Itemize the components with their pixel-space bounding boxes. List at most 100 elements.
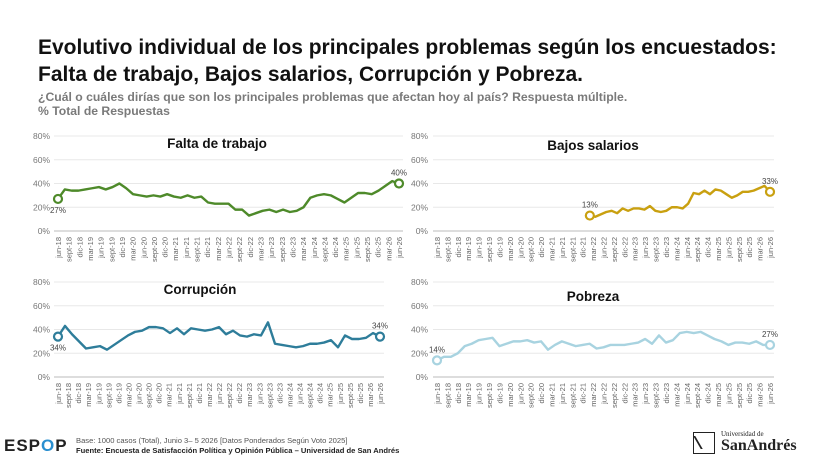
chart-falta-de-trabajo: 0%20%40%60%80%jun-18 sept-18 dic-18 mar-19 j… [33,131,407,262]
x-tick-label: sept-22 [610,383,619,408]
x-tick-label: sept-22 [235,237,244,262]
x-tick-label: dic-20 [537,383,546,403]
series-line [589,184,771,218]
x-tick-label: jun-25 [352,237,361,259]
y-tick-label: 0% [38,226,51,236]
page-title: Evolutivo individual de los principales … [38,34,777,88]
x-tick-label: jun-18 [433,383,442,405]
x-tick-label: sept-25 [735,237,744,262]
x-tick-label: jun-22 [600,383,609,405]
x-tick-label: dic-20 [155,383,164,403]
y-tick-label: 20% [411,348,428,358]
y-tick-label: 80% [33,277,50,287]
x-tick-label: dic-24 [704,383,713,403]
x-tick-label: jun-19 [94,383,103,405]
chart-pobreza: 0%20%40%60%80%jun-18 sept-18 dic-18 mar-19 j… [411,277,778,408]
x-tick-label: mar-24 [672,237,681,261]
series-line [57,179,400,217]
x-tick-label: mar-26 [366,383,375,407]
x-tick-label: dic-18 [454,237,463,257]
x-tick-label: sept-25 [346,383,355,408]
x-tick-label: mar-22 [589,237,598,261]
last-value-label: 40% [391,169,407,178]
footer-source-note: Fuente: Encuesta de Satisfacción Polític… [76,446,400,455]
last-value-label: 33% [762,177,778,186]
x-tick-label: dic-22 [620,383,629,403]
x-tick-label: jun-26 [376,383,385,405]
y-tick-label: 60% [33,155,50,165]
first-point-marker [584,210,595,221]
x-tick-label: sept-23 [652,383,661,408]
x-tick-label: mar-19 [464,383,473,407]
x-tick-label: sept-20 [527,237,536,262]
first-value-label: 13% [582,201,598,210]
x-tick-label: jun-22 [225,237,234,259]
y-tick-label: 20% [33,202,50,212]
x-tick-label: jun-24 [683,237,692,259]
chart-bajos-salarios: 0%20%40%60%80%jun-18 sept-18 dic-18 mar-19 j… [411,131,778,262]
x-tick-label: sept-25 [735,383,744,408]
last-value-label: 34% [372,322,388,331]
x-tick-label: mar-23 [631,237,640,261]
x-tick-label: dic-21 [579,383,588,403]
x-tick-label: dic-23 [288,237,297,257]
x-tick-label: jun-26 [766,237,775,259]
x-tick-label: jun-20 [135,383,144,405]
y-tick-label: 40% [33,179,50,189]
y-tick-label: 0% [416,372,429,382]
x-tick-label: sept-18 [65,237,74,262]
x-tick-label: jun-24 [683,383,692,405]
x-tick-label: dic-24 [316,383,325,403]
last-value-label: 27% [762,330,778,339]
series-line [436,330,770,362]
x-tick-label: mar-20 [129,237,138,261]
y-tick-label: 80% [33,131,50,141]
x-tick-label: jun-19 [97,237,106,259]
x-tick-label: dic-23 [275,383,284,403]
x-tick-label: mar-19 [84,383,93,407]
x-tick-label: dic-23 [662,383,671,403]
y-tick-label: 0% [416,226,429,236]
last-point-marker [374,331,386,342]
x-tick-label: jun-25 [336,383,345,405]
x-tick-label: sept-23 [278,237,287,262]
x-tick-label: dic-19 [495,383,504,403]
x-tick-label: mar-24 [299,237,308,261]
x-tick-label: dic-25 [356,383,365,403]
x-tick-label: mar-23 [256,237,265,261]
y-tick-label: 20% [411,202,428,212]
x-tick-label: mar-20 [506,383,515,407]
x-tick-label: sept-25 [363,237,372,262]
chart-title: Pobreza [567,289,620,304]
x-tick-label: dic-18 [75,237,84,257]
x-tick-label: jun-21 [175,383,184,405]
x-tick-label: jun-24 [296,383,305,405]
x-tick-label: jun-18 [54,383,63,405]
x-tick-label: dic-21 [579,237,588,257]
y-tick-label: 60% [411,155,428,165]
measure-subtitle: % Total de Respuestas [38,104,170,118]
first-value-label: 34% [50,344,66,353]
last-point-marker [764,186,776,197]
x-tick-label: jun-26 [395,237,404,259]
x-tick-label: sept-18 [64,383,73,408]
x-tick-label: dic-19 [114,383,123,403]
x-tick-label: mar-21 [547,237,556,261]
first-value-label: 14% [429,345,445,354]
y-tick-label: 60% [33,301,50,311]
x-tick-label: sept-19 [485,383,494,408]
x-tick-label: jun-23 [255,383,264,405]
x-tick-label: jun-21 [182,237,191,259]
y-tick-label: 40% [411,325,428,335]
y-tick-label: 0% [38,372,51,382]
x-tick-label: sept-24 [306,383,315,408]
x-tick-label: jun-20 [516,237,525,259]
last-point-marker [764,339,776,351]
x-tick-label: dic-24 [331,237,340,257]
x-tick-label: mar-21 [171,237,180,261]
x-tick-label: dic-18 [454,383,463,403]
x-tick-label: mar-23 [631,383,640,407]
x-tick-label: sept-19 [485,237,494,262]
x-tick-label: sept-24 [320,237,329,262]
y-tick-label: 40% [33,325,50,335]
